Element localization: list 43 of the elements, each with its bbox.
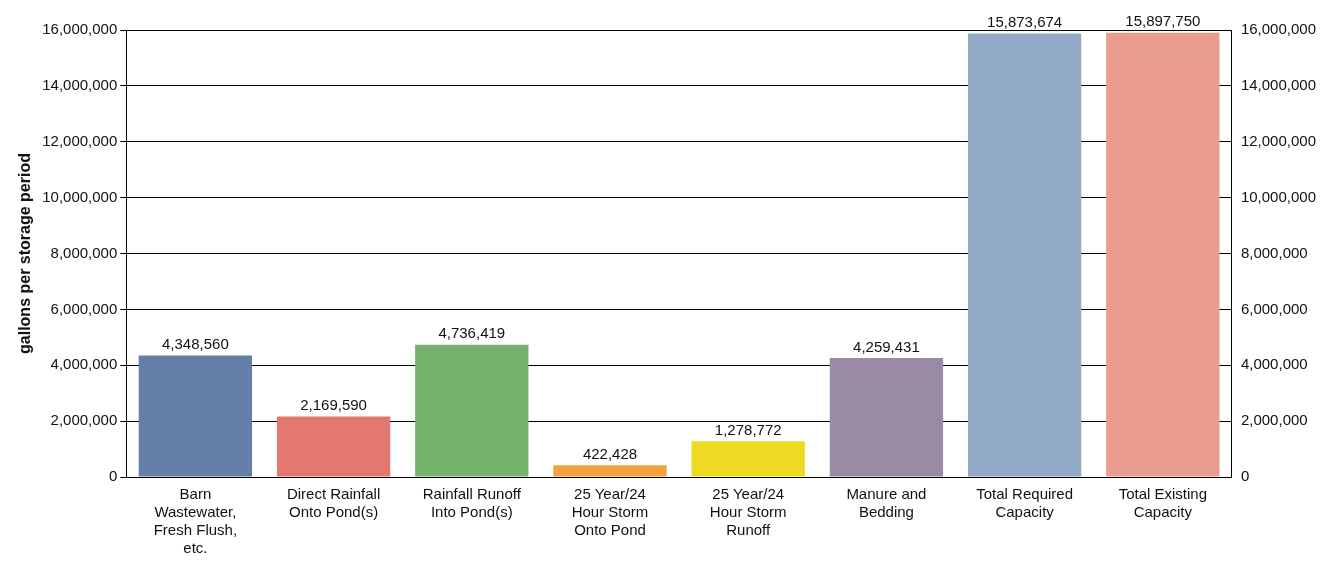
- y2-tick-label: 14,000,000: [1240, 76, 1316, 94]
- y2-tick-label: 2,000,000: [1240, 411, 1308, 429]
- x-tick-label: Total Existing Capacity: [1118, 485, 1208, 521]
- x-tick-label: 25 Year/24 Hour Storm Onto Pond: [571, 485, 649, 539]
- bar: [415, 344, 529, 477]
- y-tick-label: 8,000,000: [50, 243, 118, 261]
- y2-tick-label: 16,000,000: [1240, 20, 1316, 38]
- x-tick-label: Rainfall Runoff Into Pond(s): [422, 485, 522, 521]
- x-tick-label: Total Required Capacity: [976, 485, 1073, 521]
- data-label: 15,897,750: [1125, 12, 1201, 30]
- bar: [138, 355, 253, 477]
- y-axis-title: gallons per storage period: [16, 153, 34, 354]
- data-label: 4,259,431: [853, 337, 920, 355]
- y-tick-label: 16,000,000: [42, 20, 118, 38]
- x-tick-label: Manure and Bedding: [846, 485, 927, 521]
- data-label: 4,736,419: [438, 324, 506, 342]
- x-tick-label: Direct Rainfall Onto Pond(s): [286, 485, 381, 521]
- y-tick-label: 12,000,000: [42, 131, 118, 149]
- y-tick-label: 2,000,000: [50, 411, 118, 429]
- bar: [553, 465, 667, 477]
- y-tick-label: 14,000,000: [42, 76, 118, 94]
- y-tick-label: 4,000,000: [50, 355, 118, 373]
- y-tick-label: 10,000,000: [42, 187, 118, 205]
- y2-tick-label: 10,000,000: [1240, 187, 1316, 205]
- y-tick-label: 6,000,000: [50, 299, 118, 317]
- bar: [276, 416, 391, 477]
- bar: [829, 358, 944, 477]
- y2-tick-label: 4,000,000: [1240, 355, 1308, 373]
- x-tick-label: 25 Year/24 Hour Storm Runoff: [709, 485, 787, 539]
- data-label: 4,348,560: [162, 335, 229, 353]
- y2-tick-label: 0: [1240, 467, 1250, 485]
- data-label: 15,873,674: [987, 13, 1063, 31]
- x-tick-label: Barn Wastewater, Fresh Flush, etc.: [153, 485, 238, 557]
- data-label: 2,169,590: [300, 396, 367, 414]
- y2-tick-label: 12,000,000: [1240, 131, 1316, 149]
- bar: [1106, 32, 1220, 477]
- data-label: 422,428: [582, 444, 638, 462]
- bar: [691, 441, 805, 477]
- data-label: 1,278,772: [714, 420, 782, 438]
- y2-tick-label: 8,000,000: [1240, 243, 1308, 261]
- y2-tick-label: 6,000,000: [1240, 299, 1308, 317]
- bar: [967, 33, 1082, 477]
- y-tick-label: 0: [108, 467, 118, 485]
